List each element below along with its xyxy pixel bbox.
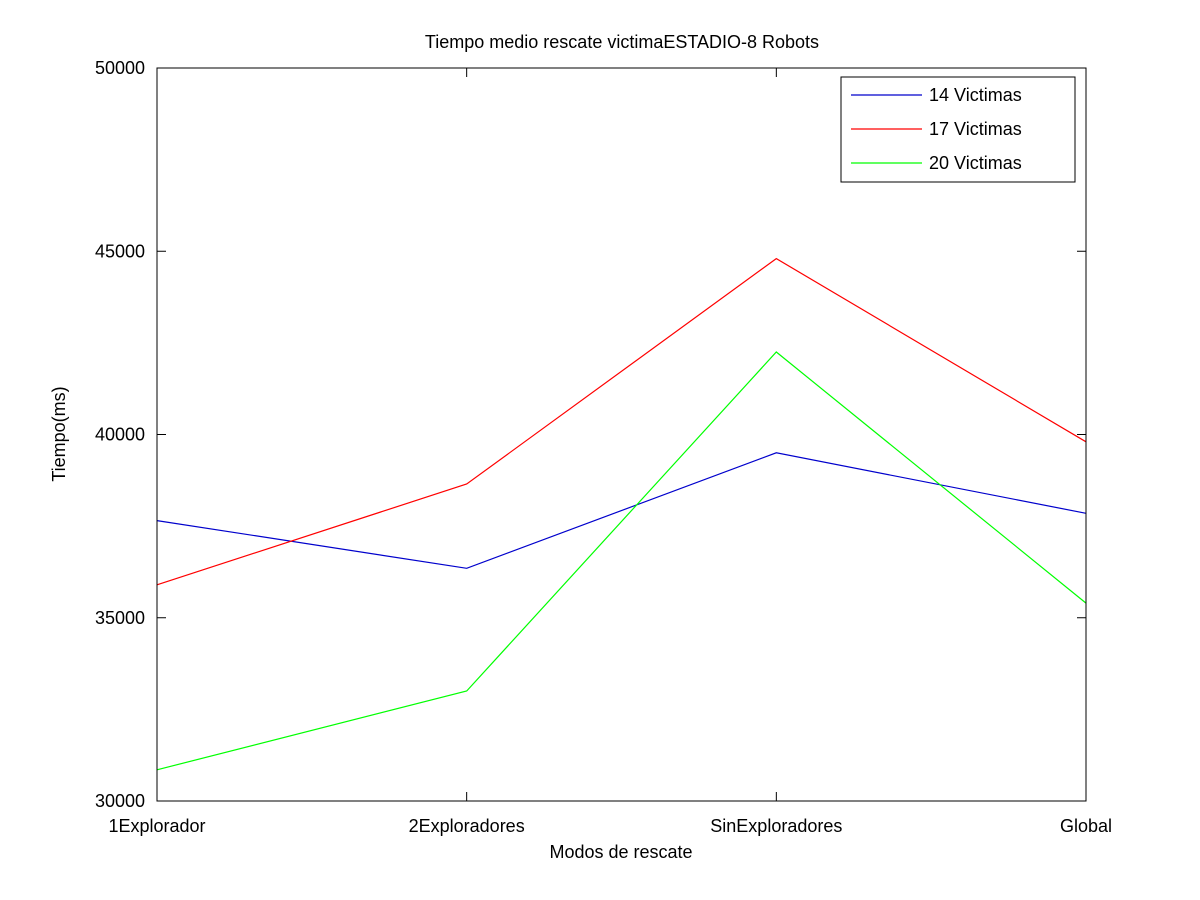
y-tick-label: 35000 [95,608,145,628]
series-line-2 [156,351,1087,771]
legend-label-0: 14 Victimas [929,85,1022,105]
x-axis: 1Explorador 2Exploradores SinExploradores G… [108,68,1112,836]
series-layer [156,257,1087,771]
x-tick-label: 2Exploradores [409,816,525,836]
x-tick-label: SinExploradores [710,816,842,836]
y-tick-label: 40000 [95,425,145,445]
series-line-0 [156,452,1087,569]
legend: 14 Victimas 17 Victimas 20 Victimas [840,76,1076,183]
series-line-1 [156,257,1087,586]
x-tick-label: Global [1060,816,1112,836]
y-tick-label: 30000 [95,791,145,811]
plot-area [157,68,1086,801]
y-tick-label: 50000 [95,58,145,78]
y-tick-label: 45000 [95,241,145,261]
legend-label-1: 17 Victimas [929,119,1022,139]
x-tick-label: 1Explorador [108,816,205,836]
legend-label-2: 20 Victimas [929,153,1022,173]
chart-title: Tiempo medio rescate victimaESTADIO-8 Ro… [425,32,819,52]
x-axis-label: Modos de rescate [549,842,692,862]
y-axis: 30000 35000 40000 45000 50000 [95,58,1086,811]
y-axis-label: Tiempo(ms) [49,386,69,481]
